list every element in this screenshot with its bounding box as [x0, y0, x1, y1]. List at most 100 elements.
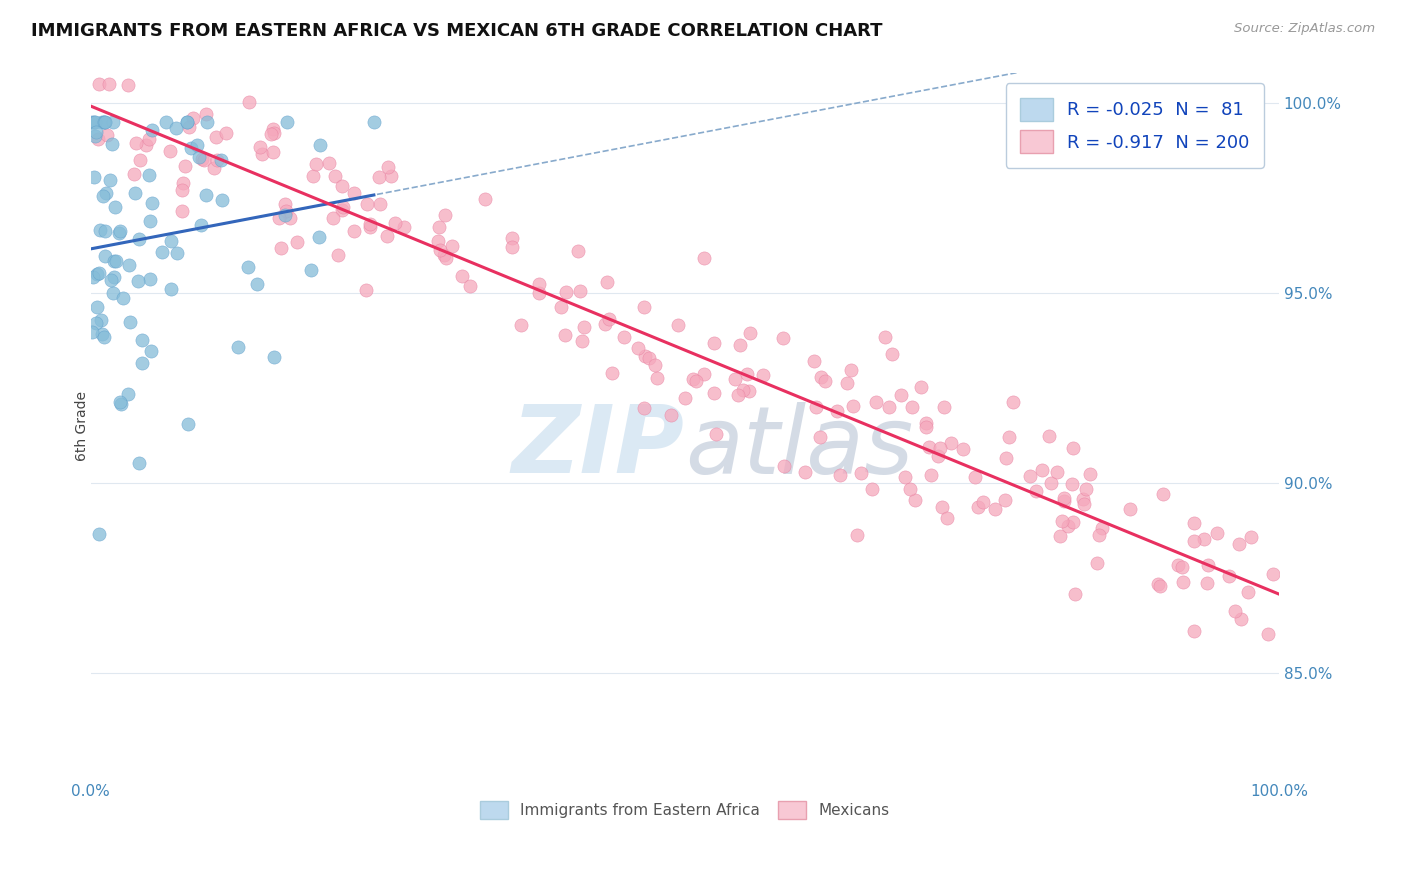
Point [1173, 574, 1195, 589]
Point [572, 319, 595, 334]
Point [808, 429, 831, 443]
Point [138, 169, 160, 183]
Point [666, 318, 689, 333]
Point [246, 277, 269, 291]
Point [918, 441, 941, 455]
Point [554, 285, 576, 300]
Point [159, 282, 181, 296]
Point [890, 388, 912, 402]
Point [176, 115, 198, 129]
Point [972, 495, 994, 509]
Point [806, 400, 828, 414]
Point [117, 78, 139, 92]
Point [176, 115, 198, 129]
Point [100, 273, 122, 287]
Point [426, 234, 449, 248]
Point [501, 240, 523, 254]
Point [332, 178, 354, 193]
Point [860, 482, 883, 496]
Point [1049, 529, 1071, 543]
Point [98, 173, 121, 187]
Point [105, 254, 128, 268]
Point [1218, 569, 1240, 583]
Point [110, 395, 132, 409]
Point [527, 277, 550, 292]
Point [693, 252, 716, 266]
Point [122, 167, 145, 181]
Point [84, 115, 107, 129]
Point [172, 177, 194, 191]
Point [128, 456, 150, 470]
Point [262, 145, 284, 159]
Point [108, 224, 131, 238]
Point [1038, 428, 1060, 442]
Point [873, 329, 896, 343]
Point [83, 129, 105, 144]
Point [194, 106, 217, 120]
Point [738, 384, 761, 398]
Point [305, 157, 328, 171]
Point [202, 161, 225, 175]
Point [1071, 492, 1094, 507]
Point [332, 200, 354, 214]
Point [1182, 534, 1205, 549]
Point [735, 368, 758, 382]
Point [276, 115, 298, 129]
Point [1091, 521, 1114, 535]
Point [568, 284, 591, 298]
Point [965, 469, 987, 483]
Point [131, 333, 153, 347]
Point [1257, 626, 1279, 640]
Point [645, 370, 668, 384]
Point [738, 326, 761, 340]
Point [150, 244, 173, 259]
Point [1152, 487, 1174, 501]
Point [179, 120, 201, 134]
Point [724, 372, 747, 386]
Point [86, 267, 108, 281]
Point [101, 115, 124, 129]
Point [751, 368, 773, 382]
Point [1119, 502, 1142, 516]
Point [323, 169, 346, 183]
Point [830, 468, 852, 483]
Point [893, 470, 915, 484]
Point [111, 291, 134, 305]
Point [1025, 484, 1047, 499]
Point [915, 420, 938, 434]
Point [910, 379, 932, 393]
Point [343, 224, 366, 238]
Point [96, 186, 118, 201]
Point [803, 354, 825, 368]
Point [673, 391, 696, 405]
Point [186, 138, 208, 153]
Point [263, 126, 285, 140]
Point [308, 137, 330, 152]
Point [274, 208, 297, 222]
Point [80, 325, 103, 339]
Point [727, 387, 749, 401]
Text: ZIP: ZIP [512, 401, 685, 493]
Point [124, 186, 146, 200]
Point [183, 111, 205, 125]
Point [458, 279, 481, 293]
Point [91, 189, 114, 203]
Point [194, 187, 217, 202]
Point [274, 203, 297, 218]
Point [567, 244, 589, 258]
Point [104, 201, 127, 215]
Point [474, 192, 496, 206]
Point [354, 283, 377, 297]
Point [166, 246, 188, 260]
Point [634, 349, 657, 363]
Point [772, 459, 794, 474]
Point [141, 122, 163, 136]
Point [633, 401, 655, 416]
Point [952, 442, 974, 456]
Point [865, 395, 887, 409]
Point [160, 235, 183, 249]
Point [1087, 556, 1109, 570]
Point [1195, 576, 1218, 591]
Point [250, 147, 273, 161]
Point [322, 211, 344, 226]
